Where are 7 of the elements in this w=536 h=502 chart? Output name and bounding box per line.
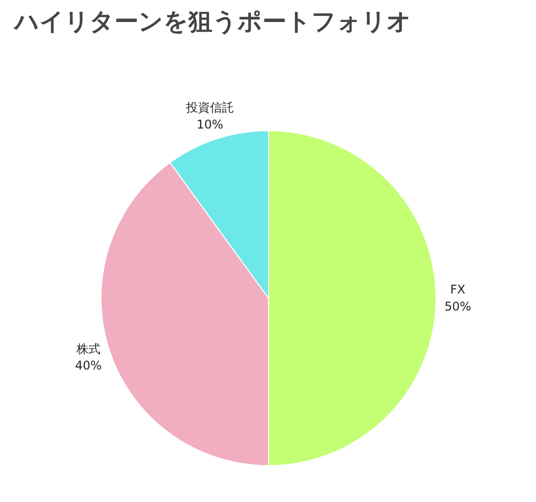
chart-title: ハイリターンを狙うポートフォリオ xyxy=(12,8,412,36)
data-label: 10% xyxy=(196,117,224,132)
slice-label: 株式 xyxy=(75,342,100,356)
data-label: 50% xyxy=(444,300,472,314)
slice-label: 投資信託 xyxy=(185,100,234,115)
slice-label: FX xyxy=(450,282,466,297)
data-label: 40% xyxy=(75,358,102,373)
